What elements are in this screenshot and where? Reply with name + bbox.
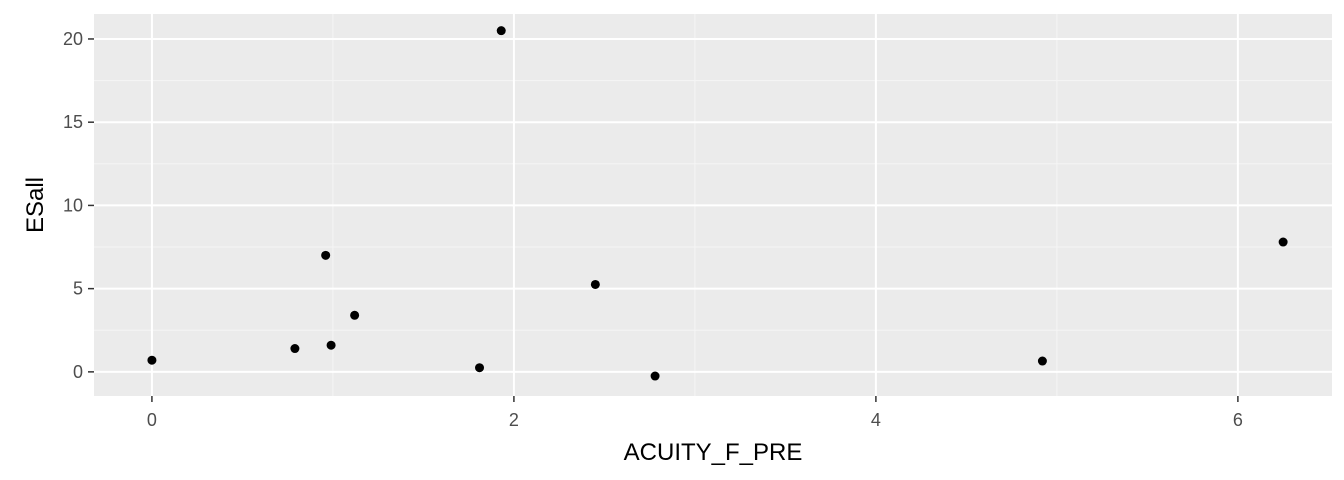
x-axis: 0 2 4 6 bbox=[147, 396, 1243, 430]
major-gridlines bbox=[94, 14, 1332, 396]
data-point bbox=[1037, 356, 1047, 366]
data-point bbox=[147, 355, 157, 365]
y-tick-label: 15 bbox=[63, 112, 83, 132]
y-tick-label: 0 bbox=[73, 362, 83, 382]
data-point bbox=[590, 279, 600, 289]
y-tick-label: 20 bbox=[63, 29, 83, 49]
data-point bbox=[321, 250, 331, 260]
y-axis: 0 5 10 15 20 bbox=[63, 29, 94, 382]
y-tick-label: 10 bbox=[63, 195, 83, 215]
x-tick-label: 2 bbox=[509, 410, 519, 430]
data-point bbox=[496, 26, 506, 36]
x-tick-label: 4 bbox=[871, 410, 881, 430]
data-point bbox=[326, 340, 336, 350]
data-point bbox=[650, 371, 660, 381]
data-points bbox=[147, 26, 1288, 381]
data-point bbox=[290, 344, 300, 354]
data-point bbox=[475, 363, 485, 373]
data-point bbox=[1278, 237, 1288, 247]
x-tick-label: 6 bbox=[1233, 410, 1243, 430]
data-point bbox=[350, 310, 360, 320]
x-axis-title: ACUITY_F_PRE bbox=[624, 439, 803, 466]
x-tick-label: 0 bbox=[147, 410, 157, 430]
y-tick-label: 5 bbox=[73, 279, 83, 299]
y-axis-title: ESall bbox=[22, 177, 49, 233]
